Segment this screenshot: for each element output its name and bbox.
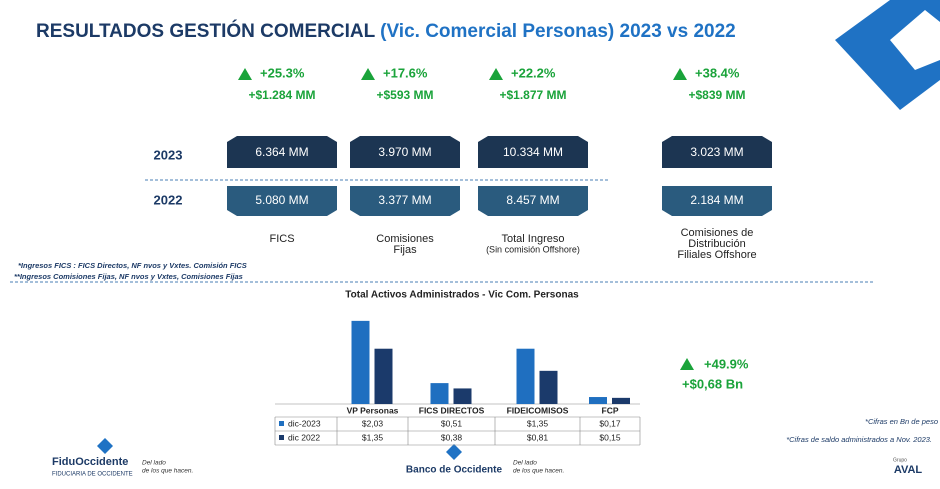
- value-label: $1,35: [362, 432, 384, 442]
- up-arrow: [680, 358, 694, 370]
- bar: [612, 397, 630, 404]
- legend-swatch: [279, 435, 284, 440]
- up-arrow: [489, 68, 503, 80]
- row-label: 2023: [154, 147, 183, 162]
- box-2022: [350, 186, 460, 216]
- title-main: RESULTADOS GESTIÓN COMERCIAL: [36, 20, 376, 42]
- box-2023: [227, 136, 337, 168]
- bar: [516, 348, 535, 404]
- kpi-delta: +22.2%: [511, 65, 556, 80]
- kpi-label: (Sin comisión Offshore): [486, 244, 580, 254]
- note: **Ingresos Comisiones Fijas, NF nvos y V…: [14, 272, 243, 281]
- value-2023: 3.970 MM: [378, 145, 431, 159]
- box-2022: [478, 186, 588, 216]
- footnote: *Cifras en Bn de peso: [865, 417, 938, 426]
- kpi-delta: +17.6%: [383, 65, 428, 80]
- footnote: *Cifras de saldo administrados a Nov. 20…: [786, 435, 932, 444]
- category-label: FCP: [602, 405, 619, 415]
- bar: [539, 370, 558, 404]
- value-label: $0,17: [599, 418, 621, 428]
- up-arrow: [238, 68, 252, 80]
- box-2022: [662, 186, 772, 216]
- kpi-label: Fijas: [393, 244, 417, 256]
- box-2023: [478, 136, 588, 168]
- category-label: FIDEICOMISOS: [507, 405, 569, 415]
- kpi-delta: +38.4%: [695, 65, 740, 80]
- bar: [374, 348, 393, 404]
- slogan: de los que hacen.: [142, 468, 194, 475]
- logo-icon: [446, 444, 462, 460]
- value-2022: 5.080 MM: [255, 193, 308, 207]
- up-arrow: [673, 68, 687, 80]
- legend-label: dic 2022: [288, 432, 320, 442]
- bar: [453, 388, 472, 404]
- value-label: $0,15: [599, 432, 621, 442]
- title-sub: (Vic. Comercial Personas) 2023 vs 2022: [380, 21, 736, 42]
- bar: [351, 320, 370, 404]
- logo-text: FiduOccidente: [52, 456, 128, 468]
- category-label: VP Personas: [347, 405, 399, 415]
- value-label: $0,81: [527, 432, 549, 442]
- kpi-label: Distribución: [688, 238, 745, 250]
- bar: [430, 383, 449, 404]
- logo-icon: [97, 438, 113, 454]
- slogan: Del lado: [142, 460, 166, 467]
- value-2022: 3.377 MM: [378, 193, 431, 207]
- logo-text: Grupo: [893, 457, 907, 463]
- bar: [589, 397, 607, 404]
- value-label: $1,35: [527, 418, 549, 428]
- note: *Ingresos FICS : FICS Directos, NF nvos …: [18, 261, 247, 270]
- kpi-abs: +$839 MM: [688, 88, 745, 102]
- legend-label: dic-2023: [288, 418, 321, 428]
- kpi-label: Comisiones de: [681, 227, 754, 239]
- total-delta: +49.9%: [704, 356, 749, 371]
- total-abs: +$0,68 Bn: [682, 376, 743, 391]
- box-2023: [662, 136, 772, 168]
- value-2023: 6.364 MM: [255, 145, 308, 159]
- box-2022: [227, 186, 337, 216]
- kpi-abs: +$1.877 MM: [499, 88, 566, 102]
- value-2022: 8.457 MM: [506, 193, 559, 207]
- kpi-delta: +25.3%: [260, 65, 305, 80]
- category-label: FICS DIRECTOS: [419, 405, 485, 415]
- slogan: Del lado: [513, 460, 537, 467]
- value-2023: 3.023 MM: [690, 145, 743, 159]
- kpi-label: FICS: [269, 233, 294, 245]
- decor-shape: [890, 10, 940, 70]
- title: RESULTADOS GESTIÓN COMERCIAL (Vic. Comer…: [36, 20, 736, 42]
- logo-text: Banco de Occidente: [406, 465, 503, 476]
- kpi-label: Filiales Offshore: [677, 249, 756, 261]
- chart-title: Total Activos Administrados - Vic Com. P…: [345, 290, 579, 301]
- kpi-abs: +$593 MM: [376, 88, 433, 102]
- box-2023: [350, 136, 460, 168]
- row-label: 2022: [154, 192, 183, 207]
- slogan: de los que hacen.: [513, 468, 565, 475]
- value-label: $0,38: [441, 432, 463, 442]
- logo-text: AVAL: [894, 464, 923, 476]
- up-arrow: [361, 68, 375, 80]
- kpi-label: Comisiones: [376, 233, 434, 245]
- value-label: $2,03: [362, 418, 384, 428]
- value-label: $0,51: [441, 418, 463, 428]
- kpi-label: Total Ingreso: [502, 233, 565, 245]
- legend-swatch: [279, 421, 284, 426]
- value-2022: 2.184 MM: [690, 193, 743, 207]
- logo-text: FIDUCIARIA DE OCCIDENTE: [52, 472, 133, 478]
- kpi-abs: +$1.284 MM: [248, 88, 315, 102]
- value-2023: 10.334 MM: [503, 145, 563, 159]
